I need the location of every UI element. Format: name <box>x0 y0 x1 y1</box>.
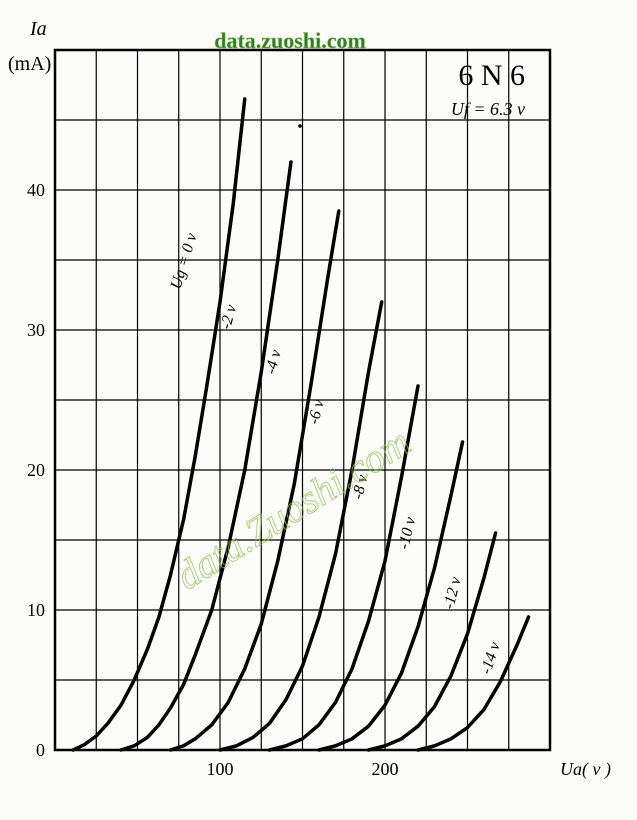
y-axis-symbol: Ia <box>29 18 47 40</box>
x-tick-label: 100 <box>207 759 234 779</box>
x-axis-label: Ua( v ) <box>560 759 611 780</box>
tube-name: 6 N 6 <box>458 59 525 92</box>
filament-condition: Uf = 6.3 v <box>451 99 525 119</box>
y-tick-label: 40 <box>27 180 45 200</box>
y-tick-label: 10 <box>27 600 45 620</box>
y-tick-label: 20 <box>27 460 45 480</box>
y-tick-label: 0 <box>36 740 45 760</box>
y-axis-unit: (mA) <box>8 53 51 75</box>
x-tick-label: 200 <box>372 759 399 779</box>
plate-characteristics-chart: 0 10 20 30 40 100 200 Ia (mA) Ua( v ) 6 N 6 Uf = 6.… <box>0 0 637 820</box>
y-tick-label: 30 <box>27 320 45 340</box>
watermark-top: data.zuoshi.com <box>214 28 366 53</box>
